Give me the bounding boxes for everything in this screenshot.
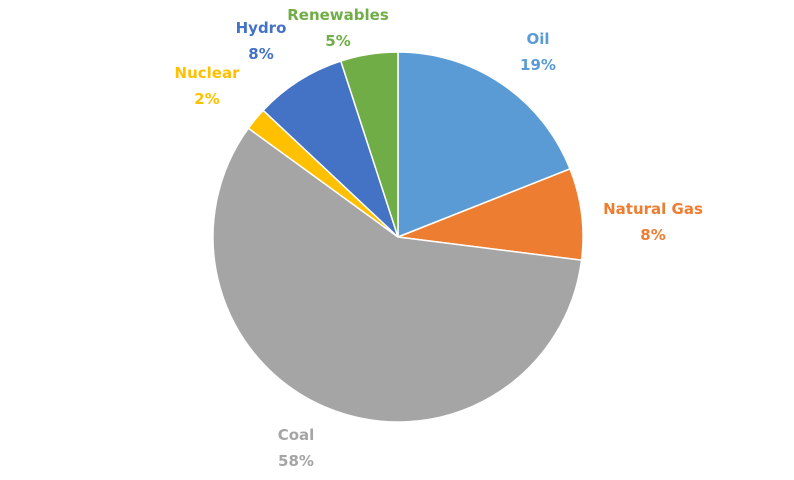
pie-labels: Oil 19% Natural Gas 8% Coal 58% Nuclear 2% Hydro… (175, 6, 703, 470)
label-oil-name: Oil (526, 30, 549, 48)
label-hydro-name: Hydro (236, 19, 287, 37)
label-renewables-name: Renewables (287, 6, 389, 24)
label-coal-name: Coal (278, 426, 315, 444)
slice-natural-gas (397, 167, 584, 262)
label-natural-gas-name: Natural Gas (603, 200, 703, 218)
slice-hydro (262, 60, 399, 238)
slice-coal (212, 127, 583, 423)
pie-slices (212, 51, 584, 423)
label-coal-value: 58% (278, 452, 314, 470)
label-oil-value: 19% (520, 56, 556, 74)
label-nuclear-value: 2% (194, 90, 219, 108)
label-nuclear-name: Nuclear (175, 64, 241, 82)
label-hydro-value: 8% (248, 45, 273, 63)
slice-oil (397, 51, 571, 239)
label-natural-gas-value: 8% (640, 226, 665, 244)
label-renewables-value: 5% (325, 32, 350, 50)
slice-renewables (339, 51, 399, 238)
